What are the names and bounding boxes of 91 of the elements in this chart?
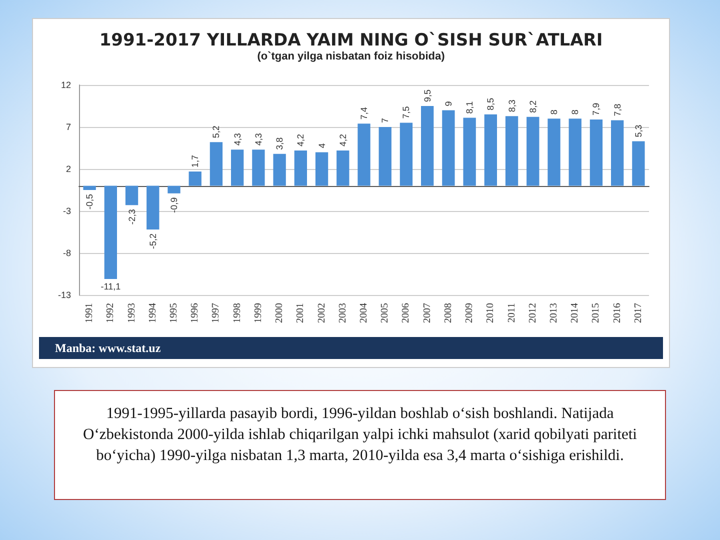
data-label: 8,3 (506, 100, 517, 112)
y-tick-label: -13 (58, 290, 71, 300)
x-tick-label: 2011 (506, 303, 518, 323)
chart-title: 1991-2017 YILLARDA YAIM NING O`SISH SUR`ATLARI (99, 30, 603, 50)
bar (83, 186, 96, 190)
data-label: -0,9 (169, 197, 179, 213)
data-label: -11,1 (100, 282, 121, 292)
data-label: 5,2 (211, 126, 222, 138)
x-tick-label: 2016 (612, 303, 623, 323)
bar (294, 150, 307, 186)
bar (421, 106, 434, 186)
x-tick-label: 2013 (548, 303, 560, 323)
y-tick-label: -8 (62, 248, 71, 258)
x-tick-label: 2003 (337, 303, 348, 323)
data-label: -0,5 (84, 194, 95, 210)
bar (590, 119, 603, 186)
x-tick-label: 1994 (147, 303, 158, 323)
x-tick-label: 2010 (485, 303, 496, 323)
text: Manba: www.stat.uz (39, 337, 663, 359)
bar (463, 118, 476, 186)
bar (252, 150, 265, 186)
data-label: 7,8 (612, 104, 622, 116)
bar (378, 127, 392, 186)
y-tick-label: 2 (66, 164, 71, 174)
data-label: -2,3 (126, 209, 137, 225)
x-tick-label: 2014 (570, 303, 581, 323)
x-tick-label: 1997 (210, 303, 222, 323)
data-label: 9,5 (422, 89, 432, 102)
data-label: 4,2 (338, 134, 348, 147)
x-tick-label: 2006 (400, 303, 412, 323)
bar (526, 116, 540, 186)
bar (611, 120, 624, 186)
x-tick-label: 2007 (422, 303, 433, 323)
bar (358, 124, 370, 186)
bar (484, 114, 497, 186)
bar (146, 186, 160, 230)
x-tick-label: 2005 (380, 303, 391, 323)
bar (442, 110, 455, 186)
data-label: 8,1 (464, 101, 475, 114)
x-tick-label: 1995 (168, 303, 180, 323)
bar (210, 142, 223, 186)
data-label: 1,7 (190, 155, 200, 168)
data-label: 8,5 (486, 98, 496, 110)
data-label: 4,3 (232, 133, 242, 146)
data-label: 4,2 (296, 134, 306, 147)
x-tick-label: 2000 (274, 303, 286, 323)
chart-subtitle: (o`tgan yilga nisbatan foiz hisobida) (257, 50, 446, 62)
text: 1991-1995-yillarda pasayib bordi, 1996-yildan boshlab o‘sish boshlandi. Natijada O‘zbekistonda 2000-yilda ishlab chiqarilgan yalpi ichki mahsulot (xarid qobilyati pariteti bo‘yicha) 1990-yilga nisbatan 1,3 marta, 2010-yilda esa 3,4 marta o‘sishiga erishildi. (54, 390, 666, 500)
data-label: 8 (570, 110, 580, 115)
data-label: 7,5 (401, 106, 412, 119)
bar (168, 186, 180, 194)
data-label: 7 (380, 118, 390, 123)
x-tick-label: 2012 (527, 303, 538, 323)
data-label: -5,2 (148, 233, 158, 249)
data-label: 8 (549, 110, 559, 115)
y-tick-label: -3 (62, 206, 71, 216)
bar (273, 154, 286, 186)
x-tick-label: 2001 (295, 303, 306, 323)
x-tick-label: 1991 (84, 303, 96, 323)
data-label: 3,8 (274, 137, 285, 150)
x-tick-label: 2009 (464, 303, 476, 323)
x-tick-label: 1992 (105, 303, 116, 323)
data-label: 4,3 (253, 133, 264, 146)
data-label: 4 (316, 143, 327, 148)
bar (568, 118, 582, 186)
bar (400, 122, 413, 186)
x-tick-label: 1999 (252, 303, 264, 323)
x-tick-label: 2002 (316, 303, 328, 323)
x-tick-label: 1998 (232, 303, 243, 323)
bar (505, 116, 518, 186)
x-tick-label: 2004 (358, 303, 370, 323)
bar (548, 118, 560, 186)
y-tick-label: 12 (60, 80, 71, 90)
x-tick-label: 1996 (190, 303, 201, 323)
bar (231, 150, 244, 186)
y-tick-label: 7 (66, 122, 71, 132)
data-label: 5,3 (633, 124, 644, 138)
bar (104, 186, 117, 280)
bar (632, 141, 645, 186)
x-tick-label: 2015 (590, 303, 602, 323)
bar (315, 152, 328, 186)
x-tick-label: 2008 (442, 303, 454, 323)
bar (125, 186, 138, 206)
data-label: 9 (443, 101, 454, 106)
x-tick-label: 1993 (126, 303, 138, 323)
bar (188, 172, 202, 186)
data-label: 8,2 (528, 100, 538, 113)
data-label: 7,4 (359, 107, 369, 120)
x-tick-label: 2017 (632, 303, 644, 323)
data-label: 7,9 (591, 102, 602, 116)
bar (336, 150, 350, 186)
